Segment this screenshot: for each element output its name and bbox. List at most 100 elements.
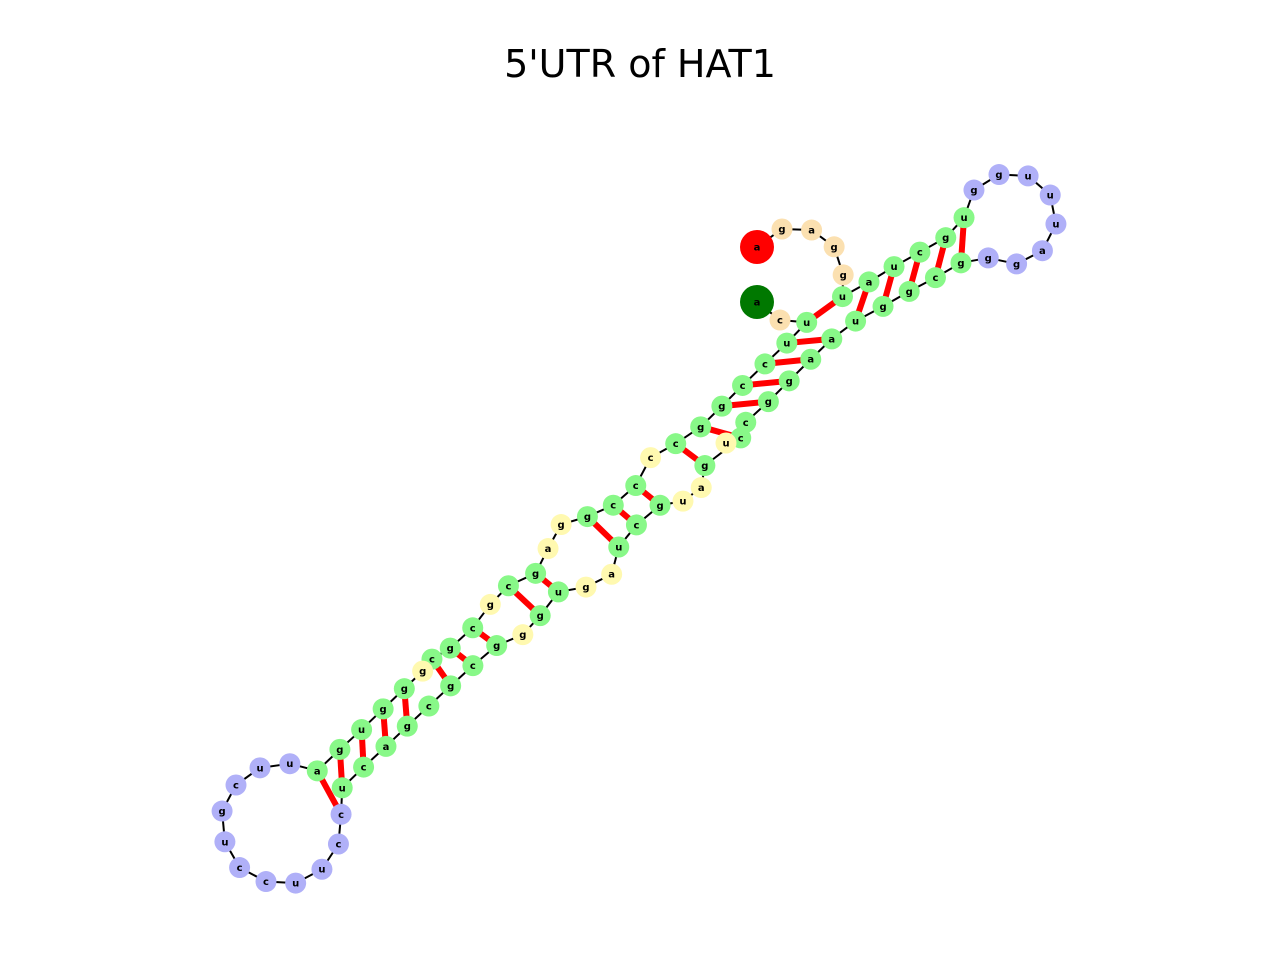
nucleotide-label: c bbox=[263, 877, 269, 888]
nucleotide-circle bbox=[214, 831, 236, 853]
nucleotide-label: g bbox=[831, 242, 838, 253]
nucleotide-circle bbox=[715, 432, 737, 454]
nucleotide-stem: g bbox=[757, 391, 779, 413]
nucleotide-5prime: a bbox=[740, 285, 774, 319]
nucleotide-hairpin: c bbox=[225, 774, 247, 796]
nucleotide-circle bbox=[858, 271, 880, 293]
nucleotide-hairpin: g bbox=[963, 179, 985, 201]
nucleotide-stem: g bbox=[935, 227, 957, 249]
nucleotide-circle bbox=[418, 695, 440, 717]
nucleotide-circle bbox=[225, 774, 247, 796]
nucleotide-label: c bbox=[648, 453, 654, 464]
nucleotide-interior: a bbox=[601, 563, 623, 585]
nucleotide-circle bbox=[823, 236, 845, 258]
nucleotide-circle bbox=[279, 753, 301, 775]
nucleotide-circle bbox=[935, 227, 957, 249]
nucleotide-circle bbox=[211, 800, 233, 822]
nucleotide-circle bbox=[1031, 240, 1053, 262]
nucleotide-circle bbox=[249, 757, 271, 779]
nucleotide-hairpin: c bbox=[327, 833, 349, 855]
nucleotide-circle bbox=[778, 370, 800, 392]
nucleotide-circle bbox=[690, 416, 712, 438]
nucleotide-external: g bbox=[771, 218, 793, 240]
nucleotide-hairpin: g bbox=[1006, 253, 1028, 275]
nucleotide-circle bbox=[924, 267, 946, 289]
nucleotide-interior: u bbox=[715, 432, 737, 454]
nucleotide-external: a bbox=[801, 219, 823, 241]
nucleotide-label: u bbox=[256, 763, 263, 774]
nucleotide-label: g bbox=[487, 600, 494, 611]
nucleotide-label: g bbox=[786, 376, 793, 387]
nucleotide-interior: g bbox=[412, 660, 434, 682]
nucleotide-label: g bbox=[532, 569, 539, 580]
nucleotide-label: c bbox=[426, 702, 432, 713]
nucleotide-stem: g bbox=[898, 280, 920, 302]
nucleotide-circle bbox=[694, 455, 716, 477]
nucleotide-circle bbox=[601, 563, 623, 585]
nucleotide-hairpin: u bbox=[279, 753, 301, 775]
diagram-title: 5'UTR of HAT1 bbox=[504, 42, 776, 86]
nucleotide-stem: c bbox=[754, 353, 776, 375]
nucleotide-interior: g bbox=[512, 624, 534, 646]
nucleotide-circle bbox=[330, 803, 352, 825]
nucleotide-circle bbox=[821, 328, 843, 350]
nucleotide-label: g bbox=[584, 512, 591, 523]
nucleotide-interior: a bbox=[690, 477, 712, 499]
nucleotide-stem: g bbox=[372, 698, 394, 720]
nucleotide-stem: c bbox=[602, 494, 624, 516]
nucleotide-hairpin: c bbox=[330, 803, 352, 825]
nucleotide-label: u bbox=[555, 587, 562, 598]
nucleotide-label: u bbox=[960, 213, 967, 224]
nucleotide-circle bbox=[329, 738, 351, 760]
nucleotide-stem: c bbox=[497, 575, 519, 597]
nucleotide-circle bbox=[740, 230, 774, 264]
nucleotide-stem: a bbox=[306, 760, 328, 782]
nucleotide-stem: g bbox=[329, 738, 351, 760]
nucleotide-external: g bbox=[823, 236, 845, 258]
nucleotide-circle bbox=[440, 675, 462, 697]
nucleotide-stem: u bbox=[547, 581, 569, 603]
nucleotide-label: a bbox=[754, 298, 761, 309]
nucleotide-hairpin: g bbox=[211, 800, 233, 822]
nucleotide-label: a bbox=[314, 766, 321, 777]
nucleotide-label: u bbox=[1052, 220, 1059, 231]
nucleotide-circle bbox=[801, 219, 823, 241]
nucleotide-label: g bbox=[493, 641, 500, 652]
nucleotide-hairpin: g bbox=[977, 247, 999, 269]
nucleotide-label: g bbox=[995, 170, 1002, 181]
nucleotide-label: u bbox=[358, 725, 365, 736]
nucleotide-label: g bbox=[582, 583, 589, 594]
nucleotide-label: c bbox=[361, 763, 367, 774]
nucleotide-circle bbox=[711, 395, 733, 417]
nucleotide-stem: c bbox=[462, 655, 484, 677]
nucleotide-stem: u bbox=[331, 777, 353, 799]
nucleotide-interior: c bbox=[640, 447, 662, 469]
nucleotide-label: c bbox=[762, 359, 768, 370]
nucleotide-circle bbox=[832, 264, 854, 286]
nucleotide-stem: c bbox=[732, 374, 754, 396]
nucleotide-interior: g bbox=[550, 514, 572, 536]
nucleotide-circle bbox=[331, 777, 353, 799]
nucleotide-hairpin: g bbox=[988, 164, 1010, 186]
nucleotide-label: u bbox=[292, 879, 299, 890]
nucleotide-hairpin: u bbox=[214, 831, 236, 853]
nucleotide-stem: c bbox=[353, 756, 375, 778]
nucleotide-3prime: a bbox=[740, 230, 774, 264]
nucleotide-stem: g bbox=[486, 635, 508, 657]
nucleotide-circle bbox=[576, 506, 598, 528]
nucleotide-circle bbox=[909, 241, 931, 263]
nucleotide-external: c bbox=[769, 309, 791, 331]
nucleotide-hairpin: u bbox=[1045, 213, 1067, 235]
nucleotide-circle bbox=[393, 678, 415, 700]
nucleotide-circle bbox=[953, 207, 975, 229]
nucleotide-label: u bbox=[339, 783, 346, 794]
nucleotide-hairpin: u bbox=[1039, 184, 1061, 206]
nucleotide-label: c bbox=[237, 863, 243, 874]
nucleotide-circle bbox=[735, 411, 757, 433]
nucleotide-stem: c bbox=[625, 475, 647, 497]
nucleotide-label: c bbox=[738, 433, 744, 444]
nucleotide-circle bbox=[732, 374, 754, 396]
nucleotide-label: g bbox=[656, 501, 663, 512]
nucleotide-stem: g bbox=[694, 455, 716, 477]
